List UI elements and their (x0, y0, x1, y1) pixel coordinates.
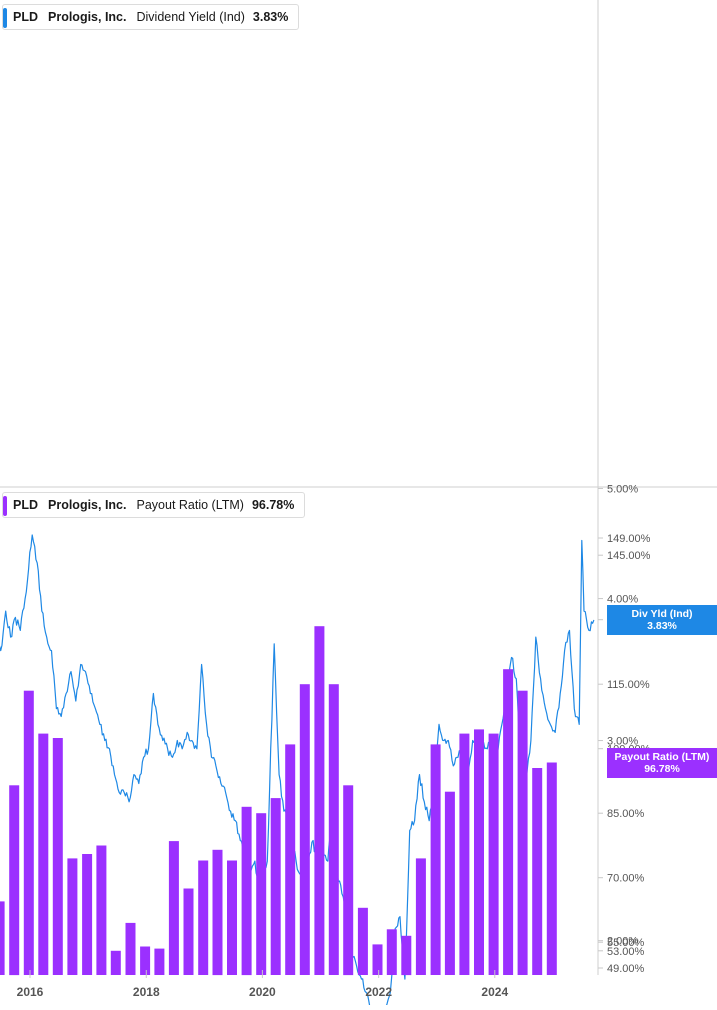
x-tick-label-2024: 2024 (481, 985, 508, 999)
payout-bar (386, 929, 397, 975)
payout-bar (52, 738, 63, 975)
bottom-y-tick-label-5: 85.00% (607, 808, 645, 820)
x-tick-label-2018: 2018 (133, 985, 160, 999)
bottom-legend-metric: Payout Ratio (LTM) (136, 498, 244, 512)
top-legend-company: Prologis, Inc. (48, 10, 127, 24)
payout-bar (517, 690, 528, 975)
bottom-tag-label: Payout Ratio (LTM) (614, 751, 710, 763)
payout-bar (474, 729, 484, 975)
x-tick-label-2020: 2020 (249, 985, 276, 999)
payout-bar (314, 626, 325, 975)
payout-bar (285, 744, 296, 975)
dividend-yield-value-tag: Div Yld (Ind) 3.83% (607, 605, 717, 635)
payout-bar (23, 690, 34, 975)
payout-bar (444, 791, 455, 975)
top-y-tick-label-2: 3.00% (607, 736, 638, 748)
bottom-legend-company: Prologis, Inc. (48, 498, 127, 512)
bottom-y-tick-label-9: 49.00% (607, 963, 645, 975)
payout-bar (96, 845, 107, 975)
bottom-legend-value: 96.78% (251, 498, 295, 512)
payout-bar (415, 858, 426, 975)
payout-bar (256, 813, 267, 975)
payout-bar (459, 733, 470, 975)
payout-bar (110, 950, 121, 975)
bottom-y-tick-label-3: 115.00% (607, 679, 650, 691)
payout-bar (328, 684, 339, 975)
payout-bar (401, 935, 412, 976)
payout-ratio-value-tag: Payout Ratio (LTM) 96.78% (607, 748, 717, 778)
top-legend-ticker: PLD (13, 10, 38, 24)
payout-ratio-plot (0, 626, 557, 976)
payout-bar (9, 785, 20, 976)
payout-bar (430, 744, 441, 975)
payout-bar (82, 854, 93, 975)
top-y-tick-label-0: 5.00% (607, 483, 638, 495)
top-legend: PLD Prologis, Inc. Dividend Yield (Ind) … (2, 4, 300, 30)
top-legend-color-bar (3, 8, 7, 28)
payout-bar (503, 669, 514, 975)
payout-bar (546, 762, 557, 975)
payout-bar (0, 901, 5, 975)
bottom-legend-color-bar (3, 496, 7, 516)
top-legend-value: 3.83% (252, 10, 289, 24)
payout-bar (227, 860, 237, 975)
payout-bar (125, 922, 136, 975)
x-tick-label-2022: 2022 (365, 985, 392, 999)
payout-bar (270, 798, 281, 975)
payout-bar (532, 768, 543, 975)
payout-bar (38, 733, 49, 975)
bottom-y-tick-label-1: 145.00% (607, 550, 651, 562)
bottom-y-tick-label-6: 70.00% (607, 873, 645, 885)
payout-bar (212, 849, 223, 976)
payout-bar (67, 858, 78, 975)
bottom-y-tick-label-8: 53.00% (607, 946, 645, 958)
payout-bar (140, 946, 151, 975)
top-tag-value: 3.83% (647, 620, 677, 632)
x-tick-label-2016: 2016 (17, 985, 44, 999)
bottom-y-tick-label-0: 149.00% (607, 533, 651, 545)
bottom-legend: PLD Prologis, Inc. Payout Ratio (LTM) 96… (2, 492, 306, 518)
top-y-tick-label-3: 2.00% (607, 936, 638, 948)
payout-bar (154, 948, 165, 975)
bottom-legend-ticker: PLD (13, 498, 38, 512)
top-legend-metric: Dividend Yield (Ind) (136, 10, 245, 24)
payout-bar (357, 907, 368, 975)
top-y-tick-label-1: 4.00% (607, 594, 638, 606)
top-tag-label: Div Yld (Ind) (631, 608, 693, 620)
payout-bar (299, 684, 310, 975)
bottom-y-tick-label-7: 55.00% (607, 937, 645, 949)
bottom-tag-value: 96.78% (644, 763, 680, 775)
payout-bar (343, 785, 354, 976)
payout-bar (198, 860, 209, 975)
payout-bar (183, 888, 194, 975)
payout-bar (372, 944, 383, 975)
payout-bar (168, 841, 179, 975)
payout-bar (241, 806, 252, 976)
payout-bar (488, 733, 499, 975)
